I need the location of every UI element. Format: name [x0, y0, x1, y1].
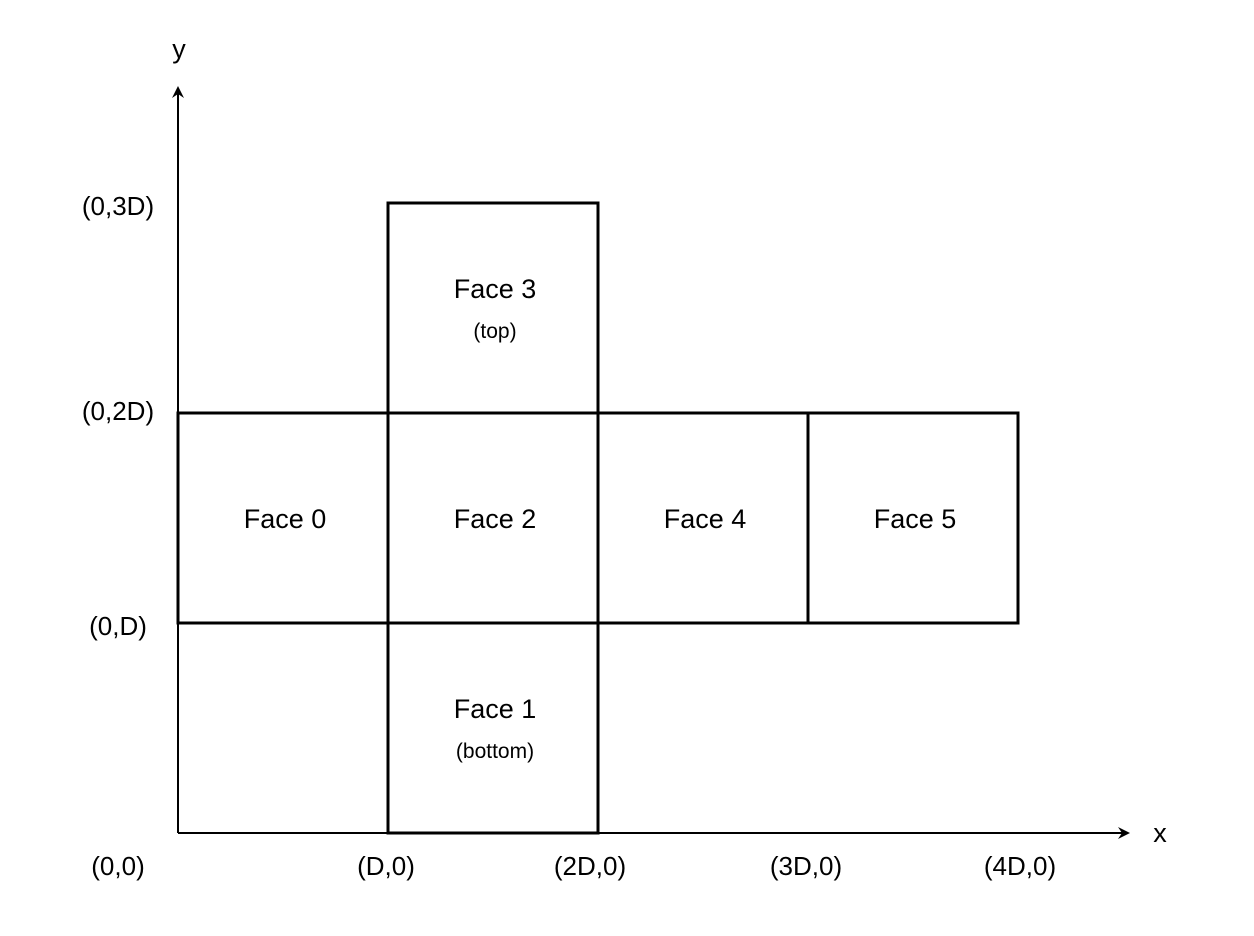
face-5: Face 5 — [806, 411, 1020, 625]
face-3: Face 3 (top) — [386, 201, 600, 415]
y-axis-name: y — [172, 34, 186, 64]
face-4: Face 4 — [596, 411, 810, 625]
face-4-label: Face 4 — [664, 504, 747, 534]
face-1-box — [386, 621, 600, 835]
face-1-label: Face 1 — [454, 694, 537, 724]
origin-label: (0,0) — [91, 851, 144, 881]
face-0-label: Face 0 — [244, 504, 327, 534]
x-tick-label-4d: (4D,0) — [984, 851, 1056, 881]
face-1: Face 1 (bottom) — [386, 621, 600, 835]
face-2-label: Face 2 — [454, 504, 537, 534]
face-3-label: Face 3 — [454, 274, 537, 304]
face-2: Face 2 — [386, 411, 600, 625]
face-5-label: Face 5 — [874, 504, 957, 534]
face-3-box — [386, 201, 600, 415]
x-axis-name: x — [1153, 818, 1167, 848]
face-3-sublabel: (top) — [473, 320, 516, 343]
face-5-box — [806, 411, 1020, 625]
x-tick-label-2d: (2D,0) — [554, 851, 626, 881]
y-tick-label-2d: (0,2D) — [82, 396, 154, 426]
face-0: Face 0 — [176, 411, 390, 625]
y-tick-label-3d: (0,3D) — [82, 191, 154, 221]
x-tick-label-3d: (3D,0) — [770, 851, 842, 881]
face-1-sublabel: (bottom) — [456, 740, 534, 763]
x-tick-label-d: (D,0) — [357, 851, 415, 881]
y-tick-label-d: (0,D) — [89, 611, 147, 641]
